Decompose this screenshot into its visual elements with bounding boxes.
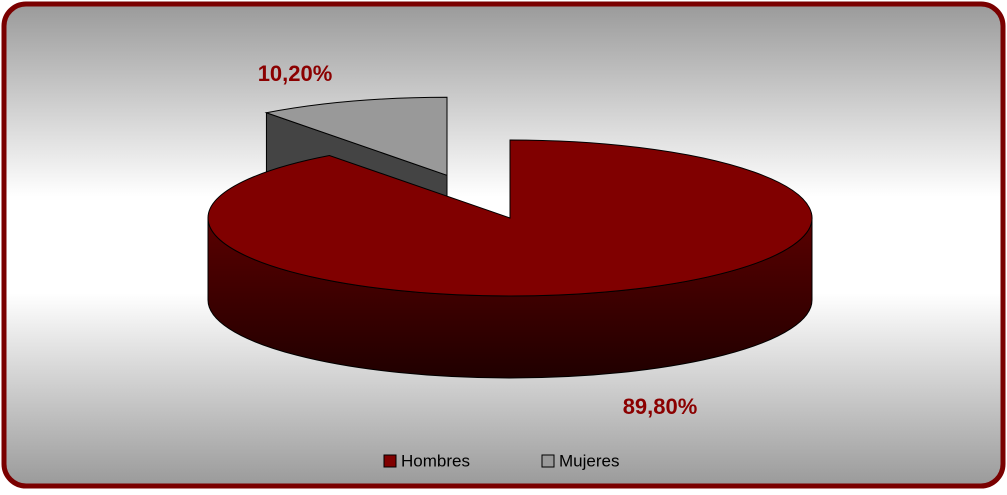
data-label: 89,80% bbox=[623, 394, 698, 419]
slice-top bbox=[207, 139, 813, 297]
data-label: 10,20% bbox=[258, 61, 333, 86]
pie-slice bbox=[207, 139, 813, 379]
legend-swatch bbox=[383, 454, 397, 468]
legend-swatch bbox=[541, 454, 555, 468]
legend-label: Mujeres bbox=[559, 451, 619, 470]
slice-top bbox=[264, 96, 448, 176]
legend-label: Hombres bbox=[401, 451, 470, 470]
